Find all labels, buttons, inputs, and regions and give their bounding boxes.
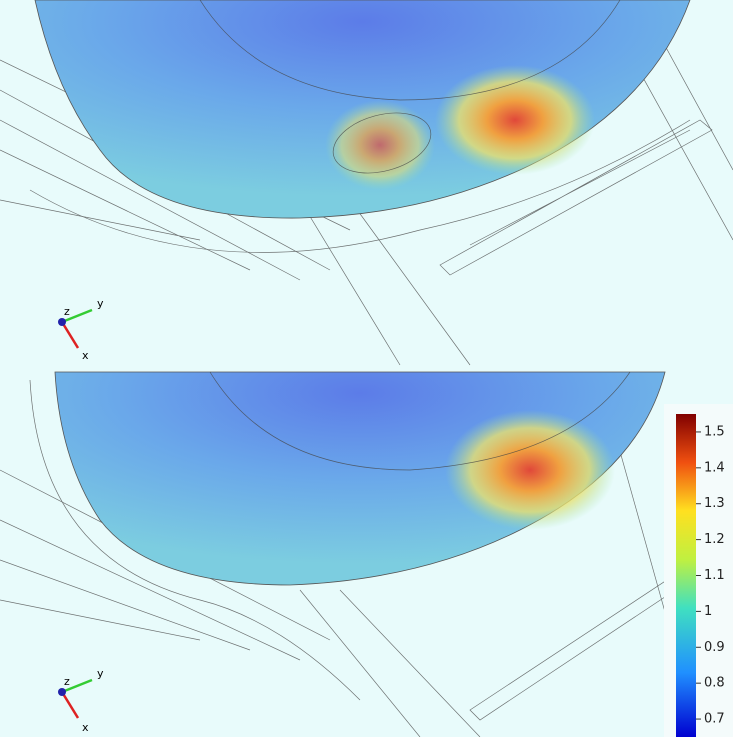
- triad-y-label: y: [97, 297, 104, 310]
- triad-x-label: x: [82, 349, 89, 362]
- colorbar-tick-label: 1.2: [704, 532, 725, 547]
- triad-y-label: y: [97, 667, 104, 680]
- triad-z: [58, 318, 66, 326]
- colorbar-tick-label: 0.8: [704, 676, 725, 691]
- triad-z: [58, 688, 66, 696]
- colorbar-tick-label: 0.9: [704, 640, 725, 655]
- colorbar-tick-label: 0.7: [704, 712, 725, 727]
- screenshot: y z x y z x 0.7 0.8 0.9 1 1.1 1.2 1.3 1.4 1.5: [0, 0, 733, 737]
- hotspot: [445, 410, 615, 530]
- hotspot: [435, 65, 595, 175]
- colorbar-tick-label: 1.5: [704, 424, 725, 439]
- triad-x-label: x: [82, 721, 89, 734]
- colorbar-tick-label: 1.3: [704, 496, 725, 511]
- colorbar-tick-label: 1.4: [704, 460, 725, 475]
- colorbar-tick-label: 1: [704, 604, 712, 619]
- colorbar: [676, 414, 696, 737]
- triad-z-label: z: [64, 305, 70, 318]
- triad-z-label: z: [64, 675, 70, 688]
- hotspot: [325, 100, 435, 190]
- colorbar-tick-label: 1.1: [704, 568, 725, 583]
